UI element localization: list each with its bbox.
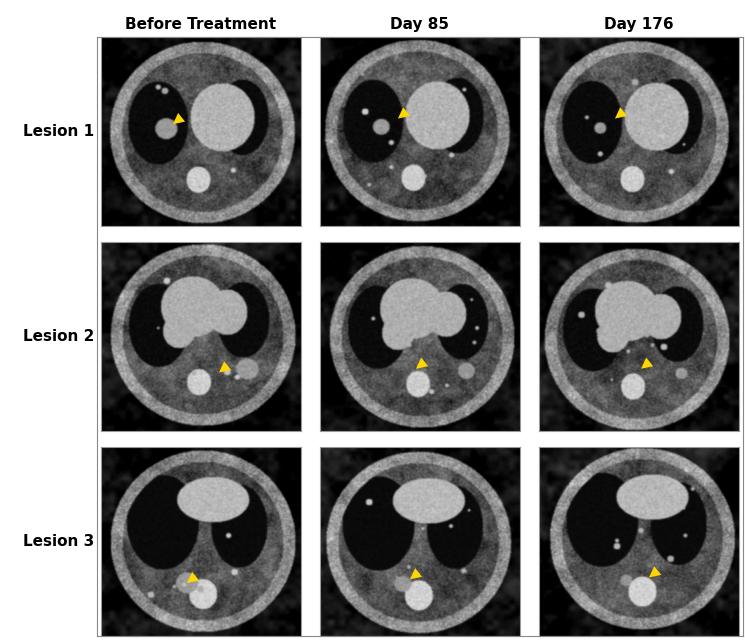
- Text: Lesion 2: Lesion 2: [23, 329, 95, 344]
- Text: Day 176: Day 176: [604, 17, 673, 32]
- Text: Lesion 3: Lesion 3: [23, 534, 95, 549]
- Text: Day 85: Day 85: [390, 17, 449, 32]
- Text: Lesion 1: Lesion 1: [24, 124, 95, 139]
- Text: Before Treatment: Before Treatment: [125, 17, 276, 32]
